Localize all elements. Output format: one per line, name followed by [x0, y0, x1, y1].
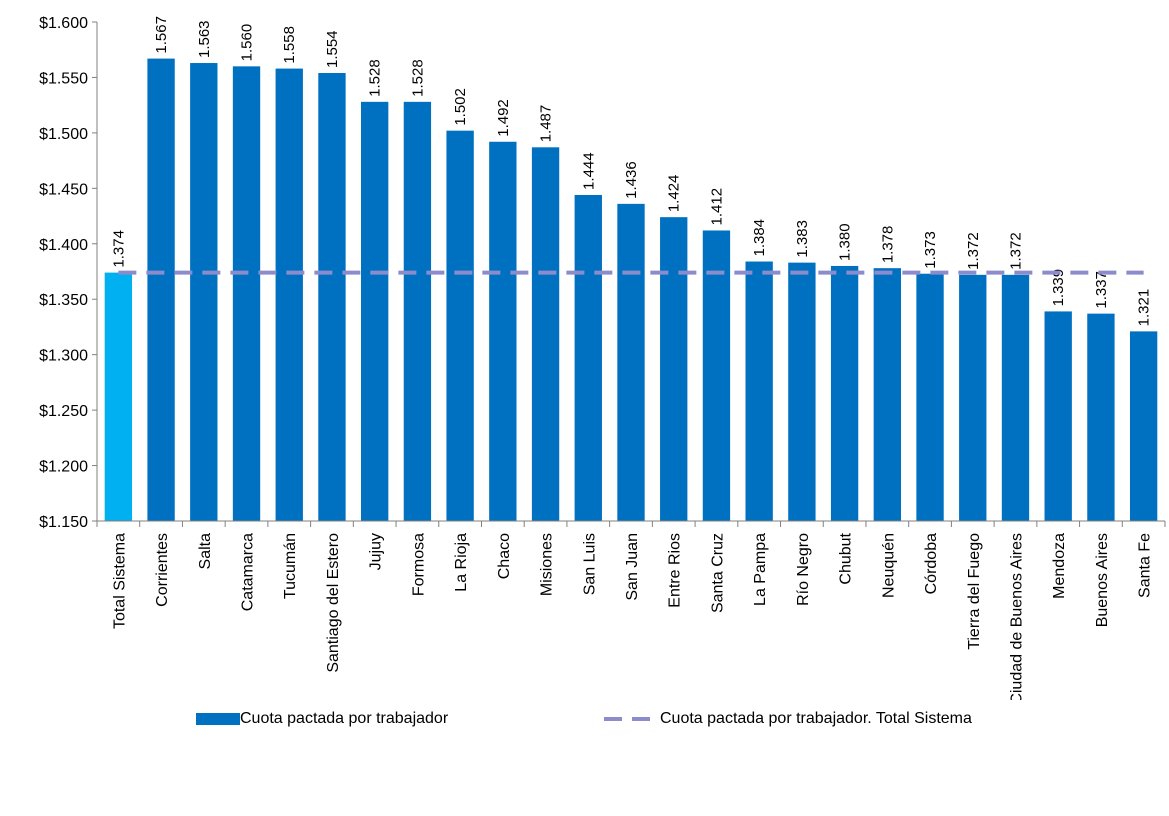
y-tick-label: $1.450 — [39, 181, 88, 198]
bar-value-label: 1.339 — [1050, 269, 1067, 307]
bar — [318, 73, 346, 522]
bars: 1.374 1.567 1.563 1.560 1.558 1.554 1.528 1.528… — [104, 16, 1158, 522]
x-tick-label: San Luis — [581, 533, 598, 595]
x-axis: Total Sistema Corrientes Salta Catamarca Tuc… — [96, 520, 1166, 700]
x-tick-label: Buenos Aires — [1094, 533, 1111, 627]
bar — [745, 261, 773, 521]
bar-value-label: 1.380 — [837, 223, 854, 261]
y-tick-label: $1.400 — [39, 237, 88, 254]
legend-swatch-bar — [196, 713, 240, 725]
bar-value-label: 1.372 — [1007, 232, 1024, 270]
bar — [830, 265, 859, 521]
legend-label-bars: Cuota pactada por trabajador — [240, 710, 449, 727]
bar — [531, 147, 560, 521]
x-tick-label: Tierra del Fuego — [966, 533, 983, 650]
x-tick-label: Santa Cruz — [709, 533, 726, 613]
x-tick-label: Entre Rios — [667, 533, 684, 608]
bar-value-label: 1.528 — [367, 59, 384, 97]
x-tick-label: Total Sistema — [111, 533, 128, 629]
x-tick-label: La Rioja — [453, 533, 470, 592]
bar — [617, 203, 645, 521]
x-tick-label: Córdoba — [923, 533, 940, 594]
bar-value-label: 1.436 — [623, 161, 640, 199]
bar — [361, 101, 389, 521]
bar — [873, 268, 901, 521]
y-tick-label: $1.350 — [39, 292, 88, 309]
x-tick-label: Mendoza — [1051, 533, 1068, 599]
x-tick-label: Santa Fe — [1137, 533, 1154, 598]
bar — [403, 101, 432, 521]
y-tick-label: $1.550 — [39, 70, 88, 87]
x-tick-label: Chaco — [496, 533, 513, 579]
bar — [104, 272, 133, 521]
x-tick-label: Salta — [197, 533, 214, 570]
bar — [702, 230, 731, 521]
bar — [1001, 274, 1030, 521]
x-tick-label: Río Negro — [795, 533, 812, 606]
bar — [190, 63, 218, 521]
bar — [232, 66, 261, 521]
x-tick-label: Formosa — [410, 533, 427, 596]
bar-value-label: 1.444 — [580, 152, 597, 190]
y-tick-label: $1.250 — [39, 403, 88, 420]
bar-value-label: 1.424 — [666, 175, 683, 213]
x-tick-label: Neuquén — [880, 533, 897, 598]
x-tick-label: Chubut — [838, 532, 855, 584]
y-tick-label: $1.500 — [39, 126, 88, 143]
bar-value-label: 1.384 — [751, 219, 768, 257]
y-tick-label: $1.150 — [39, 514, 88, 531]
legend-swatch-line — [604, 717, 660, 721]
bar-value-label: 1.554 — [324, 30, 341, 68]
y-tick-label: $1.600 — [39, 15, 88, 32]
x-tick-label: Tucumán — [282, 533, 299, 599]
x-tick-label: San Juan — [624, 533, 641, 601]
bar-value-label: 1.383 — [794, 220, 811, 258]
bar-chart: $1.150 $1.200 $1.250 $1.300 $1.350 $1.400 $1.4… — [39, 15, 1166, 700]
bar-value-label: 1.412 — [708, 188, 725, 226]
legend-item-bars: Cuota pactada por trabajador — [196, 710, 448, 728]
bar-value-label: 1.563 — [196, 20, 213, 58]
y-tick-label: $1.200 — [39, 459, 88, 476]
x-tick-label: Ciudad de Buenos Aires — [1008, 533, 1025, 700]
bar — [916, 273, 944, 521]
bar — [574, 194, 602, 521]
x-tick-label: Catamarca — [240, 533, 257, 611]
x-tick-label: Jujuy — [368, 533, 385, 570]
bar — [147, 58, 175, 522]
bar — [788, 262, 816, 521]
bar-value-label: 1.372 — [965, 232, 982, 270]
bar — [1087, 313, 1115, 521]
bar-value-label: 1.502 — [452, 88, 469, 126]
legend-item-line: Cuota pactada por trabajador. Total Sist… — [604, 710, 972, 728]
bar-value-label: 1.558 — [281, 26, 298, 64]
bar — [1044, 311, 1072, 521]
bar-value-label: 1.337 — [1093, 271, 1110, 309]
bar-value-label: 1.321 — [1136, 289, 1153, 327]
legend-label-line: Cuota pactada por trabajador. Total Sist… — [660, 710, 972, 727]
x-tick-label: Misiones — [539, 533, 556, 596]
bar — [446, 130, 474, 521]
bar — [959, 274, 987, 521]
y-tick-label: $1.300 — [39, 348, 88, 365]
bar — [489, 141, 517, 521]
bar-value-label: 1.492 — [495, 99, 512, 137]
x-tick-label: La Pampa — [752, 533, 769, 606]
legend: Cuota pactada por trabajador Cuota pacta… — [0, 710, 1169, 734]
bar-value-label: 1.374 — [110, 230, 127, 268]
bar-value-label: 1.528 — [409, 59, 426, 97]
bar-value-label: 1.560 — [239, 24, 256, 62]
bar-value-label: 1.378 — [879, 226, 896, 264]
bar-value-label: 1.373 — [922, 231, 939, 269]
x-tick-label: Santiago del Estero — [325, 533, 342, 673]
bar — [660, 217, 688, 522]
bar — [275, 68, 303, 521]
bar-value-label: 1.567 — [153, 16, 170, 54]
bar-value-label: 1.487 — [538, 105, 555, 143]
x-tick-label: Corrientes — [154, 533, 171, 607]
bar — [1129, 331, 1158, 521]
y-axis: $1.150 $1.200 $1.250 $1.300 $1.350 $1.400 $1.4… — [39, 15, 98, 531]
